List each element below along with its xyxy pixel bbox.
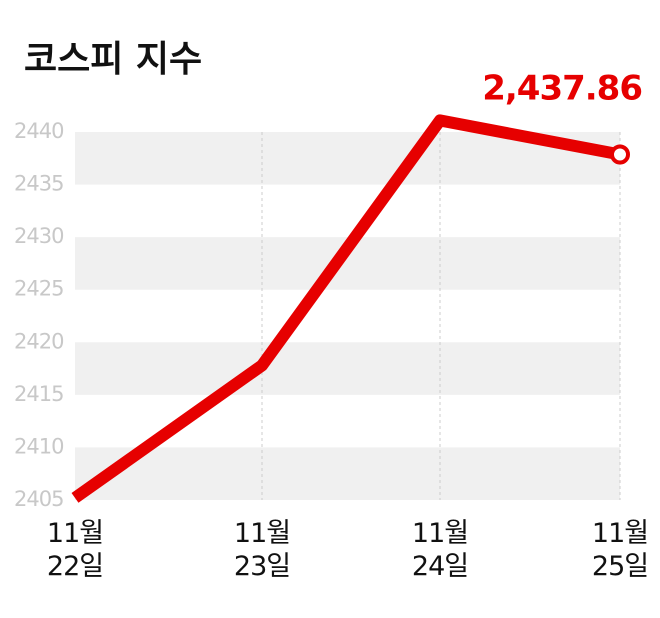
value-label: 2,437.86 <box>482 69 642 109</box>
line <box>71 114 622 503</box>
y-tick-label: 2430 <box>14 224 63 248</box>
x-tick-label: 11월 22일 <box>46 518 104 582</box>
y-tick-label: 2410 <box>14 434 63 458</box>
x-tick-label: 11월 25일 <box>591 518 649 582</box>
y-tick-label: 2405 <box>14 487 63 511</box>
y-tick-label: 2435 <box>14 172 63 196</box>
end-marker <box>610 144 630 165</box>
y-tick-label: 2420 <box>14 329 63 353</box>
y-tick-label: 2425 <box>14 277 63 301</box>
grid-band <box>75 342 620 395</box>
x-tick-label: 11월 23일 <box>233 518 291 582</box>
chart-title: 코스피 지수 <box>24 39 203 80</box>
x-tick-label: 11월 24일 <box>411 518 469 582</box>
grid-band <box>75 447 620 500</box>
y-tick-label: 2415 <box>14 382 63 406</box>
y-tick-label: 2440 <box>14 119 63 143</box>
